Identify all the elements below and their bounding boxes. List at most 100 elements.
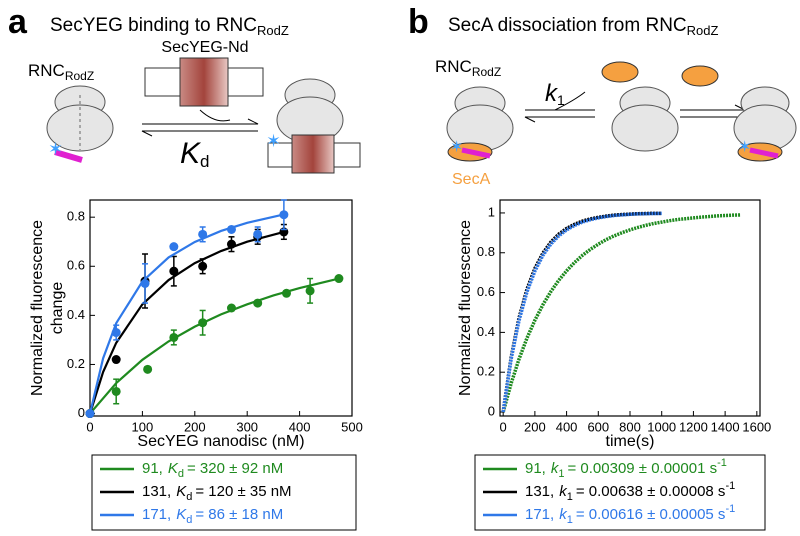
x-tick-label: 0 (86, 419, 93, 434)
svg-text:✶: ✶ (48, 139, 63, 159)
label-part: K (168, 460, 179, 477)
data-point (169, 266, 179, 276)
seca (601, 61, 639, 83)
x-tick-label: 400 (289, 419, 311, 434)
x-tick-label: 1400 (711, 419, 740, 434)
data-point (111, 355, 121, 365)
x-tick-label: 0 (500, 419, 507, 434)
label-part: 1 (567, 514, 573, 526)
x-tick-label: 400 (556, 419, 578, 434)
data-point (282, 288, 291, 298)
legend-box (474, 454, 766, 531)
label-part: d (186, 514, 192, 526)
ribosome (611, 86, 679, 152)
data-point (140, 278, 150, 288)
label-part: 1 (567, 491, 573, 503)
x-tick-label: 1600 (742, 419, 771, 434)
data-point (198, 229, 208, 239)
y-tick-label: 0 (78, 405, 85, 420)
panel-title: SecA dissociation from RNCRodZ (448, 15, 719, 38)
equilibrium-arrows (141, 109, 259, 137)
label: RNC (435, 57, 472, 76)
x-tick-label: 200 (524, 419, 546, 434)
data-point (305, 286, 315, 296)
panel-letter: a (8, 3, 28, 41)
y-axis-label: Normalized fluorescence (457, 220, 474, 396)
label: K (180, 137, 202, 170)
series-name: 91, (525, 460, 546, 477)
x-tick-label: 1000 (647, 419, 676, 434)
series-name: 171, (142, 506, 171, 523)
data-point (334, 274, 344, 284)
schematic-label: SecYEG-Nd (161, 39, 248, 56)
title: SecYEG binding to RNC (50, 15, 257, 36)
y-tick-label: 0.8 (477, 244, 495, 259)
y-tick-label: 0.6 (477, 284, 495, 299)
legend-label: 91, Kd = 320 ± 92 nM (142, 460, 283, 480)
data-point (111, 386, 121, 396)
label-sub: 1 (557, 92, 565, 108)
schematic-label: RNCRodZ (435, 57, 501, 79)
trace (501, 213, 742, 413)
equilibrium-arrows (524, 91, 746, 123)
data-point (143, 364, 153, 374)
label-part: K (176, 483, 187, 500)
data-point (226, 224, 236, 234)
title-sub: RodZ (257, 23, 289, 38)
legend-label: 171, Kd = 86 ± 18 nM (142, 506, 283, 526)
y-tick-label: 0.4 (477, 324, 495, 339)
label-part: k (559, 483, 568, 500)
label-sub: RodZ (65, 69, 94, 83)
data-point (169, 332, 179, 342)
x-tick-label: 500 (341, 419, 363, 434)
fit-curve (89, 277, 340, 415)
data-point (85, 409, 95, 419)
x-tick-label: 200 (184, 419, 206, 434)
y-tick-label: 0.4 (67, 307, 85, 322)
label-part: = 86 ± 18 nM (195, 506, 283, 523)
y-tick-label: 0.2 (67, 356, 85, 371)
label-part: d (186, 491, 192, 503)
title: SecA dissociation from RNC (448, 15, 687, 36)
label-sub: d (200, 152, 209, 171)
panel-letter: b (408, 3, 429, 41)
y-tick-label: 0.6 (67, 258, 85, 273)
x-tick-label: 1200 (679, 419, 708, 434)
fit-curve (88, 213, 285, 414)
legend-label: 91, k1 = 0.00309 ± 0.00001 s-1 (525, 457, 727, 480)
legend-label: 131, k1 = 0.00638 ± 0.00008 s-1 (525, 480, 735, 503)
label-part: d (178, 468, 184, 480)
ribosome: ✶ (46, 85, 114, 163)
svg-text:✶: ✶ (738, 139, 751, 156)
series-name: 131, (525, 483, 554, 500)
y-axis-label: Normalized fluorescence (29, 220, 46, 396)
schematic-label: RNCRodZ (28, 61, 94, 83)
nanodisc (144, 57, 264, 107)
svg-text:✶: ✶ (450, 139, 463, 156)
data-point (198, 318, 208, 328)
data-point (253, 298, 263, 308)
title-sub: RodZ (687, 23, 719, 38)
label-part: = 0.00309 ± 0.00001 s (567, 460, 717, 477)
x-tick-label: 100 (132, 419, 154, 434)
series-name: 171, (525, 506, 554, 523)
schematic-label: SecA (452, 171, 491, 188)
data-point (198, 261, 208, 271)
svg-text:✶: ✶ (266, 131, 281, 151)
y-tick-label: 1 (488, 204, 495, 219)
label-part: K (176, 506, 187, 523)
legend-label: 131, Kd = 120 ± 35 nM (142, 483, 292, 503)
data-point (226, 239, 236, 249)
series-name: 131, (142, 483, 171, 500)
data-point (226, 303, 236, 313)
label-part: = 0.00616 ± 0.00005 s (576, 506, 726, 523)
schematic-label: Kd (180, 137, 209, 172)
x-tick-label: 300 (236, 419, 258, 434)
label-sub: RodZ (472, 65, 501, 79)
x-axis-label: SecYEG nanodisc (nM) (137, 433, 304, 450)
y-axis-label: change (49, 282, 66, 335)
data-point (253, 229, 263, 239)
x-tick-label: 600 (587, 419, 609, 434)
